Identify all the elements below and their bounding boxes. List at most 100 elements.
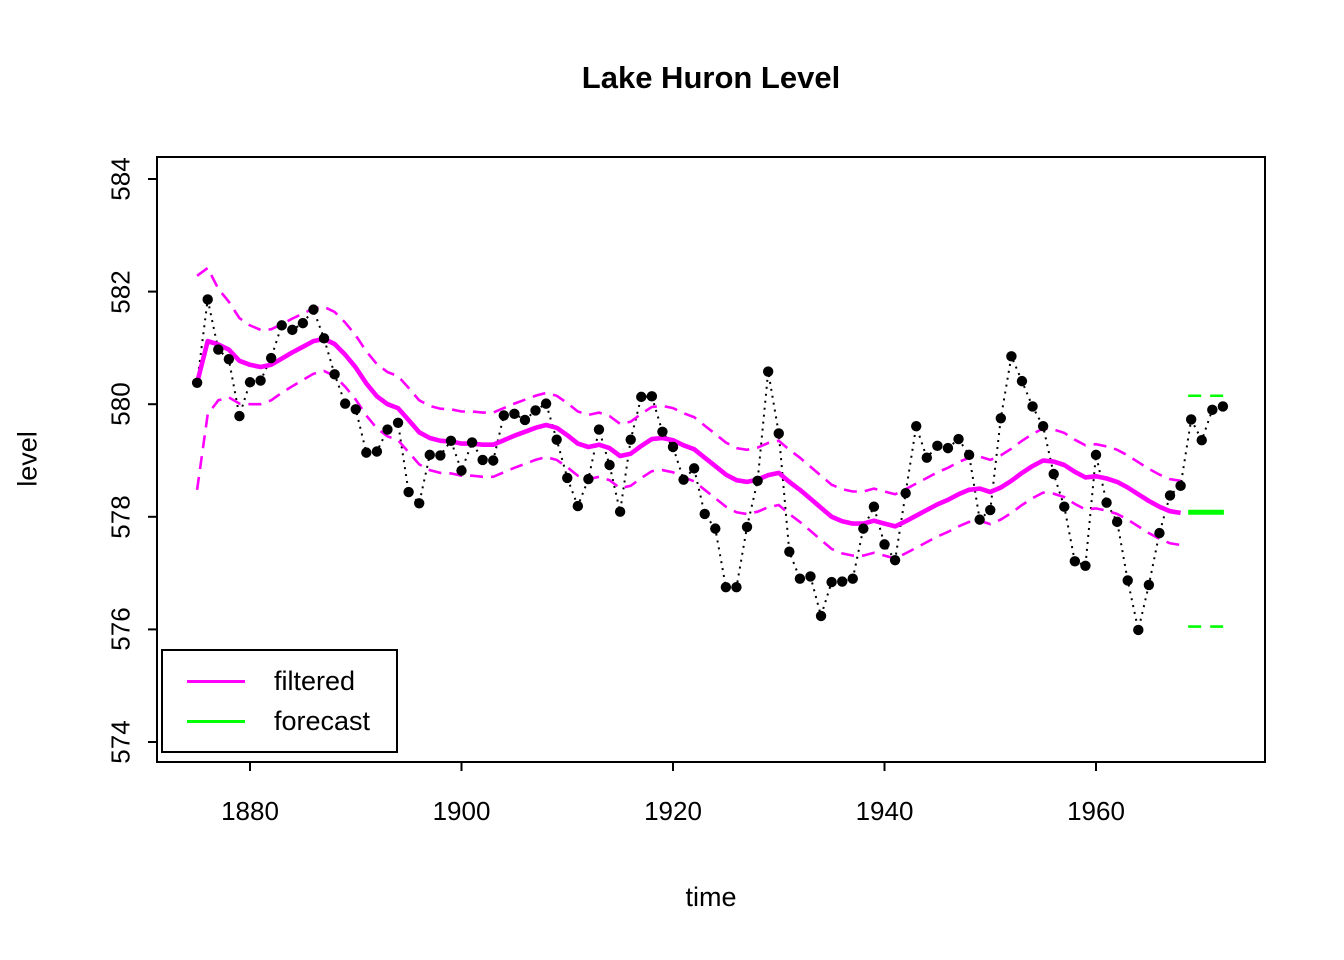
observed-point <box>1069 556 1081 567</box>
observed-point <box>445 435 457 446</box>
observed-point <box>1037 420 1049 432</box>
observed-point <box>1133 624 1144 636</box>
observed-point <box>562 472 573 484</box>
observed-point <box>942 442 954 454</box>
observed-point <box>540 398 552 409</box>
observed-point <box>1122 575 1133 586</box>
observed-point <box>509 408 520 419</box>
y-tick-label: 584 <box>105 157 136 201</box>
y-tick-label: 578 <box>105 495 136 539</box>
legend-row-filtered: filtered <box>163 666 396 696</box>
y-tick-label: 576 <box>105 607 136 652</box>
observed-point <box>805 571 816 582</box>
observed-point <box>255 375 266 386</box>
observed-point <box>868 501 880 512</box>
observed-point <box>477 454 488 466</box>
observed-point <box>392 417 404 428</box>
x-tick-label: 1940 <box>855 796 914 826</box>
observed-point <box>382 424 393 435</box>
observed-point <box>773 428 784 439</box>
observed-point <box>498 410 509 421</box>
observed-point <box>985 504 996 516</box>
observed-point <box>889 554 901 566</box>
y-tick-label: 574 <box>105 720 136 764</box>
observed-point <box>213 344 224 355</box>
observed-point <box>1027 401 1038 412</box>
observed-point <box>361 447 372 458</box>
observed-point <box>699 508 710 520</box>
observed-point <box>1059 501 1070 512</box>
observed-point <box>953 433 964 445</box>
observed-point <box>530 405 541 416</box>
y-tick-label: 582 <box>105 269 136 314</box>
observed-point <box>297 317 309 329</box>
filtered-line-sample <box>187 679 245 683</box>
observed-point <box>234 410 245 422</box>
observed-point <box>1111 516 1123 528</box>
observed-point <box>604 459 615 471</box>
observed-point <box>678 474 689 485</box>
filtered-upper-band <box>196 266 1181 496</box>
observed-point <box>551 434 562 445</box>
filtered-lower-band <box>195 369 1181 560</box>
legend: filtered forecast <box>161 649 398 753</box>
y-tick-label: 580 <box>105 382 136 426</box>
observed-point <box>710 523 721 534</box>
observed-point <box>974 514 985 525</box>
observed-point <box>466 437 478 448</box>
observed-point <box>636 391 647 403</box>
observed-point <box>1048 468 1059 480</box>
observed-point <box>265 352 277 364</box>
observed-point <box>318 333 330 344</box>
observed-point <box>932 440 943 452</box>
observed-point <box>519 414 531 426</box>
observed-point <box>995 413 1007 424</box>
observed-point <box>1175 480 1186 492</box>
observed-point <box>1090 449 1102 461</box>
observed-point <box>741 521 753 533</box>
observed-point <box>456 465 467 476</box>
observed-point <box>657 426 668 437</box>
observed-point <box>435 450 446 461</box>
observed-point <box>223 353 235 365</box>
observed-point <box>1196 435 1207 446</box>
legend-label-forecast: forecast <box>274 705 371 736</box>
observed-point <box>350 404 361 415</box>
observed-point <box>1154 527 1165 539</box>
observed-point <box>762 366 774 377</box>
observed-point <box>202 294 213 305</box>
observed-point <box>572 500 584 512</box>
observed-point <box>1016 375 1028 387</box>
observed-point <box>244 377 256 388</box>
observed-point <box>1101 497 1112 508</box>
legend-row-forecast: forecast <box>163 706 396 736</box>
observed-point <box>276 320 287 331</box>
x-tick-label: 1920 <box>644 796 702 826</box>
observed-point <box>1217 401 1229 412</box>
observed-point <box>815 610 827 622</box>
observed-point <box>837 576 848 587</box>
observed-point <box>583 473 594 485</box>
observed-point <box>688 463 700 474</box>
observed-point <box>593 424 605 435</box>
x-tick-label: 1900 <box>432 796 491 826</box>
observed-point <box>858 523 869 534</box>
observed-point <box>488 455 499 466</box>
observed-point <box>371 446 383 457</box>
observed-point <box>414 498 425 509</box>
observed-point <box>667 441 679 453</box>
y-axis-title: level <box>12 431 43 487</box>
observed-point <box>720 581 732 593</box>
observed-point <box>826 576 837 588</box>
filtered-line <box>194 336 1181 529</box>
observed-point <box>911 420 922 432</box>
observed-point <box>614 506 626 517</box>
plot-box <box>156 156 1266 763</box>
observed-point <box>963 449 975 461</box>
observed-point <box>329 369 340 380</box>
x-tick-label: 1960 <box>1067 796 1125 826</box>
observed-point <box>1143 579 1155 591</box>
observed-point <box>731 581 742 593</box>
